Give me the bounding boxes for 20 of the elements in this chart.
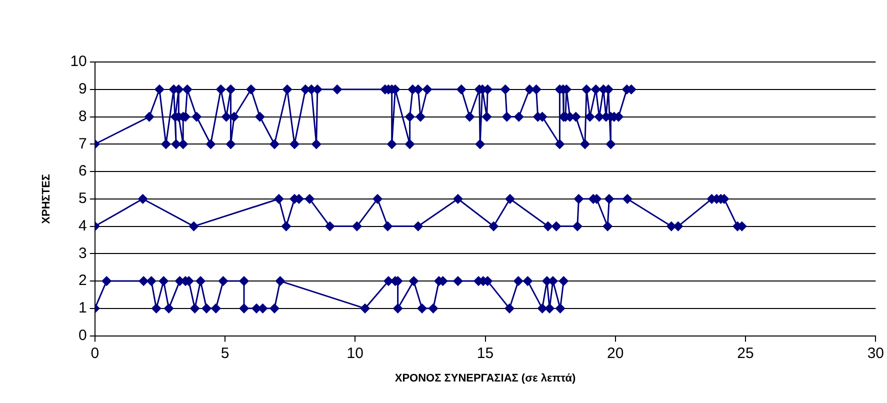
- y-tick-label: 8: [78, 108, 87, 125]
- x-tick-label: 30: [867, 344, 884, 362]
- x-tick-label: 5: [220, 344, 230, 362]
- y-tick-label: 1: [78, 300, 87, 317]
- x-axis-title: ΧΡΟΝΟΣ ΣΥΝΕΡΓΑΣΙΑΣ (σε λεπτά): [394, 372, 576, 384]
- y-tick-label: 10: [70, 53, 87, 70]
- x-tick-label: 20: [607, 344, 624, 362]
- x-tick-label: 15: [476, 344, 494, 362]
- y-tick-label: 4: [78, 217, 87, 234]
- y-tick-label: 3: [78, 244, 87, 262]
- x-tick-label: 25: [737, 344, 754, 362]
- x-tick-label: 10: [346, 344, 364, 362]
- y-tick-label: 6: [78, 162, 87, 180]
- y-tick-label: 7: [78, 135, 87, 152]
- y-tick-label: 5: [78, 190, 87, 208]
- y-tick-label: 2: [78, 272, 87, 290]
- y-tick-label: 0: [78, 326, 87, 344]
- y-tick-label: 9: [78, 80, 87, 98]
- y-axis-title: ΧΡΗΣΤΕΣ: [40, 174, 53, 224]
- x-tick-label: 0: [90, 344, 100, 362]
